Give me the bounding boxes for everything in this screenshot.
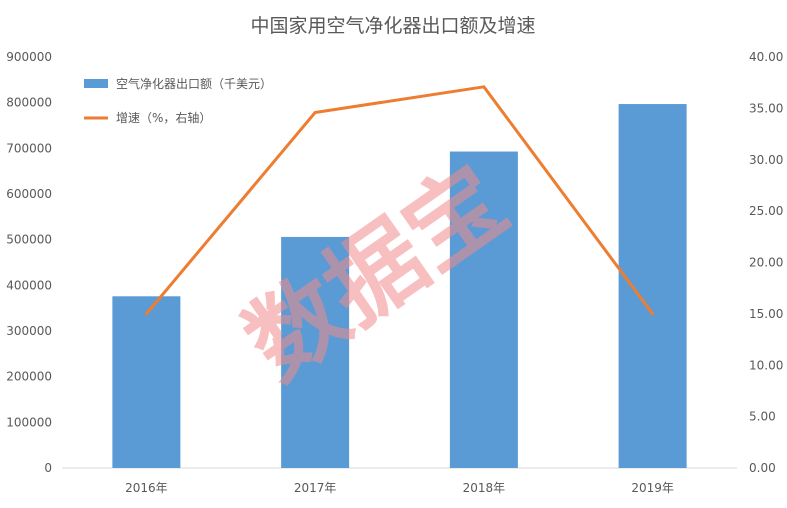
y-right-tick-label: 10.00 <box>749 358 783 372</box>
legend: 空气净化器出口额（千美元） 增速（%，右轴） <box>84 76 272 125</box>
legend-swatch-bar <box>84 79 108 88</box>
x-tick-label: 2016年 <box>125 481 168 495</box>
y-left-tick-label: 800000 <box>6 96 52 110</box>
y-left-tick-label: 600000 <box>6 187 52 201</box>
legend-label-line: 增速（%，右轴） <box>116 110 211 125</box>
y-left-tick-label: 900000 <box>6 50 52 64</box>
x-tick-label: 2019年 <box>631 481 674 495</box>
y-left-tick-label: 700000 <box>6 141 52 155</box>
y-right-tick-label: 40.00 <box>749 50 783 64</box>
y-left-tick-label: 100000 <box>6 415 52 429</box>
x-tick-label: 2018年 <box>463 481 506 495</box>
y-left-tick-label: 300000 <box>6 324 52 338</box>
legend-label-bar: 空气净化器出口额（千美元） <box>116 76 272 91</box>
y-right-tick-label: 0.00 <box>749 461 776 475</box>
x-tick-label: 2017年 <box>294 481 337 495</box>
y-left-tick-label: 400000 <box>6 278 52 292</box>
bar <box>619 104 687 468</box>
bar <box>112 296 180 468</box>
y-right-tick-label: 15.00 <box>749 307 783 321</box>
y-right-tick-label: 35.00 <box>749 101 783 115</box>
y-left-tick-label: 0 <box>44 461 52 475</box>
y-right-tick-label: 20.00 <box>749 256 783 270</box>
y-left-tick-label: 500000 <box>6 233 52 247</box>
y-left-tick-label: 200000 <box>6 370 52 384</box>
y-right-tick-label: 5.00 <box>749 410 776 424</box>
chart-title: 中国家用空气净化器出口额及增速 <box>250 15 535 37</box>
y-right-tick-label: 30.00 <box>749 153 783 167</box>
y-right-tick-label: 25.00 <box>749 204 783 218</box>
